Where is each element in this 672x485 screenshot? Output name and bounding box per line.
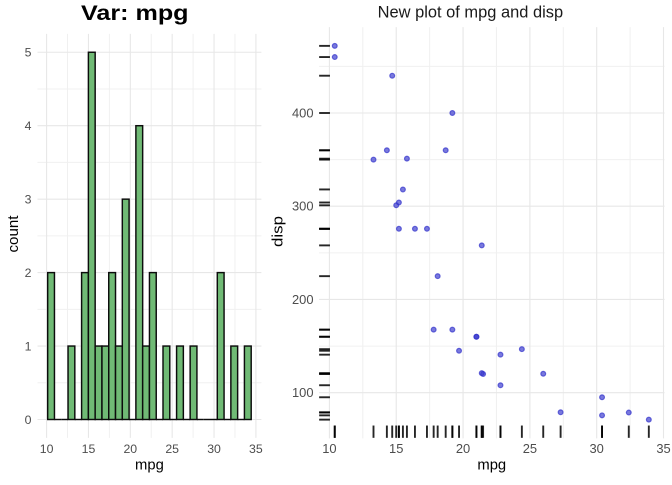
svg-text:10: 10 (40, 442, 54, 456)
svg-text:200: 200 (292, 292, 314, 307)
svg-text:35: 35 (656, 441, 670, 456)
svg-text:25: 25 (165, 442, 179, 456)
svg-text:disp: disp (271, 216, 287, 247)
svg-text:30: 30 (590, 441, 604, 456)
svg-text:20: 20 (123, 442, 137, 456)
svg-text:2: 2 (25, 266, 32, 280)
svg-text:20: 20 (456, 441, 470, 456)
svg-text:mpg: mpg (135, 458, 164, 474)
svg-text:3: 3 (25, 192, 32, 206)
svg-text:30: 30 (207, 442, 221, 456)
svg-text:Var: mpg: Var: mpg (81, 2, 189, 25)
svg-text:mpg: mpg (477, 458, 506, 474)
svg-text:15: 15 (389, 441, 403, 456)
svg-text:New plot of mpg and disp: New plot of mpg and disp (378, 4, 564, 22)
svg-text:5: 5 (25, 46, 32, 60)
svg-text:300: 300 (292, 199, 314, 214)
svg-text:4: 4 (25, 119, 32, 133)
svg-text:25: 25 (523, 441, 537, 456)
svg-text:100: 100 (292, 385, 314, 400)
svg-text:0: 0 (25, 413, 32, 427)
svg-text:10: 10 (322, 441, 336, 456)
svg-text:400: 400 (292, 105, 314, 120)
svg-text:15: 15 (82, 442, 96, 456)
svg-text:1: 1 (25, 339, 32, 353)
svg-text:35: 35 (249, 442, 263, 456)
svg-text:count: count (6, 216, 22, 253)
